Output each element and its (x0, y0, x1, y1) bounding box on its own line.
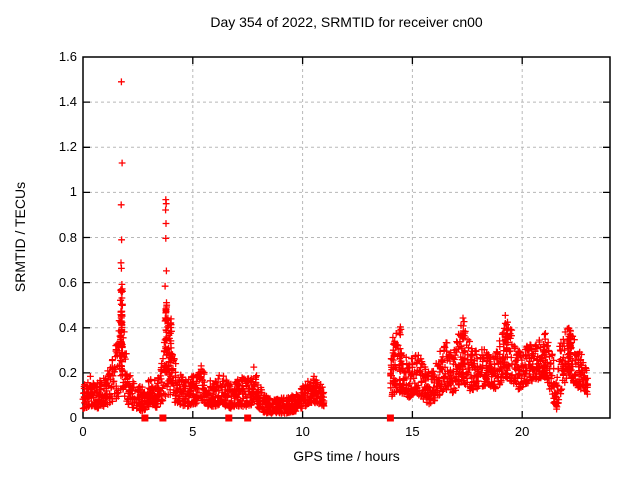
srmtid-points (79, 78, 591, 417)
y-tick-label-1.6: 1.6 (58, 49, 77, 64)
y-tick-label-0.8: 0.8 (58, 229, 77, 245)
axis-ticks (83, 57, 610, 418)
gap-marker-square (386, 414, 394, 422)
y-tick-label-0.4: 0.4 (58, 319, 77, 335)
chart-title: Day 354 of 2022, SRMTID for receiver cn0… (210, 14, 483, 30)
y-tick-label-0: 0 (69, 410, 77, 425)
y-axis-label: SRMTID / TECUs (12, 181, 28, 293)
x-tick-label-20: 20 (514, 424, 530, 439)
x-tick-label-0: 0 (79, 424, 87, 439)
y-tick-label-1: 1 (69, 184, 77, 200)
x-tick-label-15: 15 (405, 424, 420, 439)
x-tick-label-5: 5 (189, 424, 197, 439)
x-axis-label: GPS time / hours (293, 448, 400, 464)
gap-marker-square (159, 414, 167, 422)
x-tick-label-10: 10 (295, 424, 310, 439)
gap-marker-square (244, 414, 252, 422)
gap-marker-square (141, 414, 149, 422)
y-tick-label-1.2: 1.2 (58, 139, 77, 155)
gap-marker-square (225, 414, 233, 422)
grid-lines (83, 57, 610, 418)
y-tick-label-1.4: 1.4 (58, 94, 77, 110)
y-tick-label-0.2: 0.2 (58, 364, 77, 380)
y-tick-label-0.6: 0.6 (58, 274, 77, 290)
